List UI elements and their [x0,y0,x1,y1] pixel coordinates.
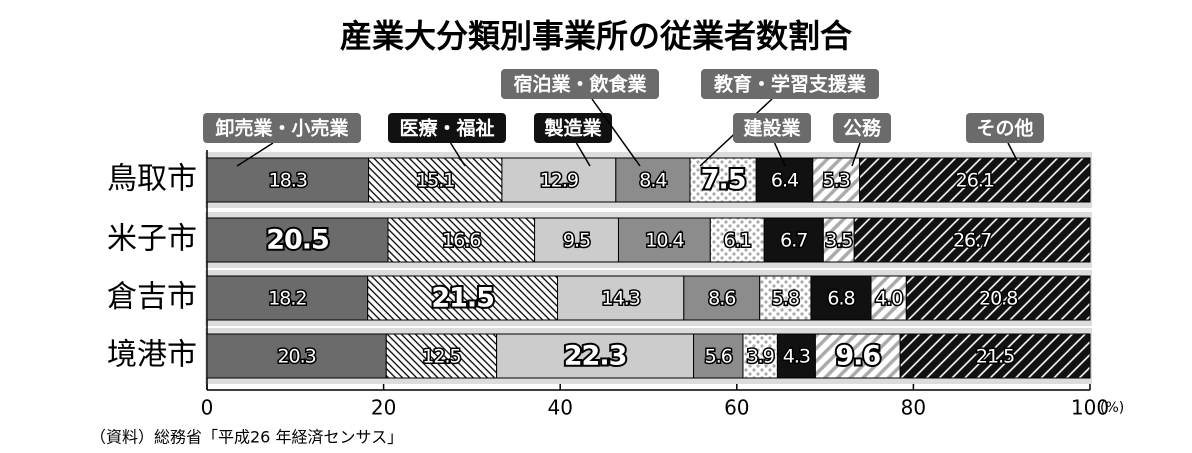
value-label: 22.3 [564,341,627,372]
value-label: 5.8 [772,288,799,310]
value-label: 6.4 [771,170,799,192]
value-label: 21.5 [976,346,1014,368]
x-tick-label: 60 [724,396,749,420]
x-tick-label: 40 [547,396,572,420]
x-tick-label: 80 [901,396,926,420]
legend-leader [449,142,466,167]
legend-box [203,113,361,143]
value-label: 26.1 [956,170,994,192]
legend-leader [773,142,786,167]
x-tick-label: 0 [201,396,214,420]
legend-box [534,113,612,143]
legend-leader [851,142,861,167]
category-label: 境港市 [107,338,197,373]
value-label: 18.3 [269,170,307,192]
x-tick-label: 100 [1071,396,1109,420]
bar-segment [853,217,1091,263]
legend-box [701,69,879,99]
bar-segment [709,217,765,263]
bar-segment [763,217,824,263]
value-label: 16.6 [442,230,480,252]
bar-segment [742,333,778,379]
legend-label: 公務 [843,117,882,140]
legend-leader [1007,142,1021,167]
bar-segment [859,157,1091,203]
legend-leader [575,142,591,167]
legend-box [733,113,811,143]
value-label: 3.9 [747,346,774,368]
bar-segment [615,157,691,203]
value-label: 8.4 [639,170,667,192]
bar-segment [814,333,901,379]
legend-label: 建設業 [743,117,801,140]
value-label: 5.6 [705,346,732,368]
legend-box [388,113,506,143]
category-label: 米子市 [107,222,197,257]
value-label: 18.2 [268,288,306,310]
value-label: 15.1 [416,170,454,192]
legend-label: 卸売業・小売業 [215,117,349,140]
value-label: 9.5 [563,230,590,252]
value-label: 6.8 [827,288,854,310]
bar-segment [534,217,619,263]
value-label: 12.9 [540,170,578,192]
legend-label: その他 [976,117,1033,140]
bar-segment [206,157,370,203]
value-label: 12.5 [422,346,460,368]
legend-box [966,113,1044,143]
category-label: 倉吉市 [107,280,197,315]
value-label: 14.3 [602,288,640,310]
chart-title: 産業大分類別事業所の従業者数割合 [340,17,852,55]
value-label: 20.3 [277,346,315,368]
value-label: 3.5 [825,230,852,252]
bar-segment [905,275,1091,321]
value-label: 4.3 [783,346,810,368]
category-label: 鳥取市 [107,162,197,197]
value-label: 6.7 [780,230,807,252]
bar-segment [206,217,389,263]
bar-segment [899,333,1091,379]
bar-segment [870,275,907,321]
bar-segment [810,275,872,321]
value-label: 7.5 [701,165,746,196]
legend-label: 教育・学習支援業 [714,73,867,96]
bar-segment [367,275,559,321]
bar-segment [617,217,711,263]
legend-label: 医療・福祉 [399,117,494,140]
bar-segment [206,275,369,321]
value-label: 5.3 [823,170,850,192]
source-note: （資料）総務省「平成26 年経済センサス」 [90,428,403,447]
value-label: 20.8 [979,288,1017,310]
legend-leader [591,98,641,167]
legend-box [501,69,659,99]
legend-label: 製造業 [543,117,602,140]
value-label: 21.5 [431,283,494,314]
legend-box [833,113,891,143]
value-label: 4.0 [875,288,902,310]
x-unit: (%) [1100,400,1124,416]
x-tick-label: 20 [371,396,396,420]
bar-segment [385,333,498,379]
bar-segment [822,217,855,263]
bar-segment [501,157,617,203]
value-label: 10.4 [645,230,684,252]
legend-leader [236,142,274,167]
bar-segment [776,333,816,379]
bar-segment [368,157,503,203]
value-label: 20.5 [266,225,329,256]
value-label: 8.6 [708,288,735,310]
value-label: 9.6 [835,341,880,372]
value-label: 26.7 [953,230,991,252]
legend-label: 宿泊業・飲食業 [513,73,647,96]
bar-segment [683,275,761,321]
value-label: 6.1 [724,230,751,252]
